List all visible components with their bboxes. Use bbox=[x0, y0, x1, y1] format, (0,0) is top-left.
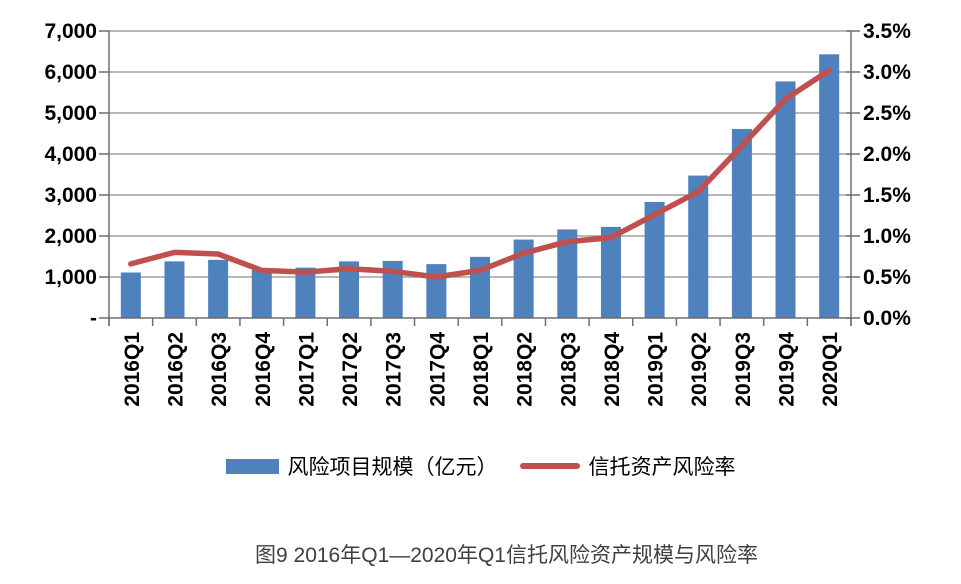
bar-2019Q1 bbox=[644, 201, 665, 318]
x-tick-label-2019Q2: 2019Q2 bbox=[688, 332, 711, 407]
y-left-tick-label: 2,000 bbox=[44, 225, 97, 248]
y-right-tick-label: 1.0% bbox=[863, 225, 911, 248]
bar-2016Q2 bbox=[164, 261, 185, 318]
bar-2020Q1 bbox=[819, 54, 840, 318]
bar-2018Q2 bbox=[513, 239, 534, 318]
x-tick-label-2017Q4: 2017Q4 bbox=[426, 332, 449, 407]
y-right-tick-label: 3.5% bbox=[863, 20, 911, 43]
y-right-tick-label: 2.5% bbox=[863, 102, 911, 125]
combo-bar-line-chart: 7,000 6,000 5,000 4,000 3,000 2,000 1,000 - 3.5%… bbox=[44, 20, 911, 407]
legend-item-line-series: 信托资产风险率 bbox=[519, 451, 736, 481]
x-tick-label-2018Q3: 2018Q3 bbox=[557, 332, 580, 407]
y-left-tick-label: 3,000 bbox=[44, 184, 97, 207]
x-tick-label-2017Q2: 2017Q2 bbox=[339, 332, 362, 407]
y-left-tick-label: 5,000 bbox=[44, 102, 97, 125]
bar-2018Q4 bbox=[600, 226, 621, 318]
legend-label-line-series: 信托资产风险率 bbox=[588, 456, 736, 479]
legend-item-bar-series: 风险项目规模（亿元） bbox=[225, 451, 498, 481]
x-tick-label-2018Q1: 2018Q1 bbox=[470, 332, 493, 407]
x-tick-label-2019Q1: 2019Q1 bbox=[645, 332, 668, 407]
y-left-tick-label: 6,000 bbox=[44, 61, 97, 84]
y-left-tick-label: 7,000 bbox=[44, 20, 97, 43]
bar-2019Q3 bbox=[731, 128, 752, 318]
y-right-tick-label: 1.5% bbox=[863, 184, 911, 207]
x-tick-label-2018Q4: 2018Q4 bbox=[601, 332, 624, 407]
x-tick-label-2016Q3: 2016Q3 bbox=[208, 332, 231, 407]
risk-rate-line bbox=[128, 67, 832, 280]
x-tick-label-2016Q4: 2016Q4 bbox=[252, 332, 275, 407]
legend-label-bar-series: 风险项目规模（亿元） bbox=[287, 456, 498, 479]
bar-2016Q4 bbox=[251, 269, 272, 318]
bar-2017Q1 bbox=[295, 267, 316, 318]
y-right-tick-label: 2.0% bbox=[863, 143, 911, 166]
bar-series-swatch bbox=[225, 458, 279, 474]
y-left-tick-label: 4,000 bbox=[44, 143, 97, 166]
bar-2018Q3 bbox=[557, 229, 578, 318]
y-left-tick-label: 1,000 bbox=[44, 266, 97, 289]
x-tick-label-2020Q1: 2020Q1 bbox=[819, 332, 842, 407]
y-right-tick-label: 3.0% bbox=[863, 61, 911, 84]
y-right-tick-label: 0.0% bbox=[863, 307, 911, 330]
chart-legend: 风险项目规模（亿元） 信托资产风险率 bbox=[0, 451, 961, 481]
x-tick-label-2016Q2: 2016Q2 bbox=[164, 332, 187, 407]
bar-2016Q1 bbox=[120, 272, 141, 318]
line-series-swatch bbox=[519, 463, 580, 469]
x-tick-label-2017Q1: 2017Q1 bbox=[295, 332, 318, 407]
bar-2016Q3 bbox=[208, 259, 229, 318]
x-tick-label-2016Q1: 2016Q1 bbox=[121, 332, 144, 407]
y-right-tick-label: 0.5% bbox=[863, 266, 911, 289]
y-left-tick-label: - bbox=[90, 307, 97, 330]
figure-caption: 图9 2016年Q1—2020年Q1信托风险资产规模与风险率 bbox=[255, 544, 758, 567]
x-tick-label-2019Q4: 2019Q4 bbox=[776, 332, 799, 407]
x-tick-label-2019Q3: 2019Q3 bbox=[732, 332, 755, 407]
x-tick-label-2018Q2: 2018Q2 bbox=[514, 332, 537, 407]
bar-2017Q2 bbox=[339, 261, 360, 318]
x-tick-label-2017Q3: 2017Q3 bbox=[383, 332, 406, 407]
bar-2019Q2 bbox=[688, 175, 709, 318]
bar-2019Q4 bbox=[775, 81, 796, 319]
bar-2017Q4 bbox=[426, 264, 447, 318]
bar-2017Q3 bbox=[382, 260, 403, 318]
